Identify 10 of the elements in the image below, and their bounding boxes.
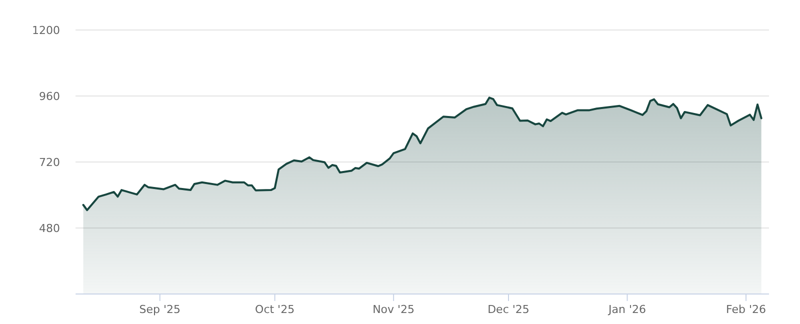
y-tick-label: 480 [39, 222, 60, 235]
x-tick-label: Dec '25 [488, 303, 530, 316]
x-tick-label: Feb '26 [726, 303, 766, 316]
x-tick-label: Jan '26 [608, 303, 646, 316]
x-tick-label: Oct '25 [255, 303, 295, 316]
y-tick-label: 1200 [32, 24, 60, 37]
x-tick-label: Nov '25 [372, 303, 415, 316]
y-tick-label: 960 [39, 90, 60, 103]
x-tick-label: Sep '25 [139, 303, 181, 316]
y-tick-label: 720 [39, 156, 60, 169]
